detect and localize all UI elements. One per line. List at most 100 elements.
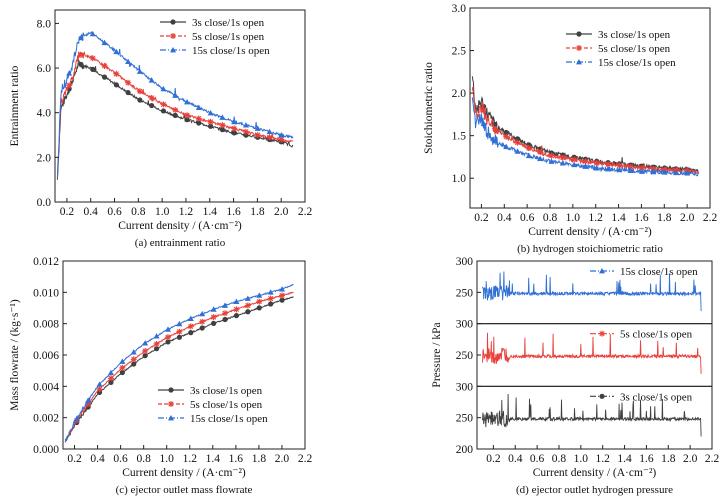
x-tick-label-0: 0.2 xyxy=(60,206,75,218)
data-point xyxy=(89,30,96,37)
data-point xyxy=(136,68,143,74)
data-point xyxy=(514,136,521,142)
plot-frame xyxy=(469,7,711,209)
legend-marker xyxy=(168,401,174,407)
y-tick-label: 300 xyxy=(456,319,474,331)
y-tick-label: 250 xyxy=(456,350,474,362)
data-point xyxy=(231,125,238,132)
data-point xyxy=(130,349,137,355)
data-point xyxy=(149,102,155,109)
y-tick-label: 250 xyxy=(456,413,474,425)
data-point xyxy=(210,306,217,312)
data-point xyxy=(256,292,263,298)
data-point xyxy=(207,123,214,129)
data-point xyxy=(503,133,510,140)
legend-marker xyxy=(599,393,605,399)
data-point xyxy=(279,292,286,299)
x-tick-label-7: 1.6 xyxy=(229,453,244,465)
legend-label: 3s close/1s open xyxy=(192,17,265,29)
x-tick-label-4: 1.0 xyxy=(155,206,170,218)
data-point xyxy=(77,52,84,59)
data-point xyxy=(108,379,114,385)
data-point xyxy=(219,122,226,129)
caption: (c) ejector outlet mass flowrate xyxy=(116,484,253,496)
legend-marker xyxy=(170,19,176,25)
data-point xyxy=(195,104,202,110)
legend-marker xyxy=(170,47,176,53)
data-point xyxy=(148,77,155,83)
legend-marker xyxy=(576,59,582,65)
data-point xyxy=(160,85,167,92)
data-point xyxy=(153,346,160,352)
data-point xyxy=(142,347,149,354)
data-point xyxy=(616,166,623,173)
data-point xyxy=(503,129,509,136)
data-point xyxy=(119,364,126,371)
x-tick-label-7: 1.6 xyxy=(639,453,654,465)
x-tick-label-1: 0.4 xyxy=(508,453,523,465)
x-tick-label-7: 1.6 xyxy=(634,212,649,224)
data-point xyxy=(222,310,229,317)
data-point xyxy=(211,320,217,326)
series-0 xyxy=(471,76,699,175)
x-tick-label-9: 2.0 xyxy=(274,206,289,218)
legend-marker xyxy=(599,268,605,274)
chart-c: 0.000 0.002 0.004 0.006 0.008 0.010 0.012 0.2 0.… xyxy=(9,256,312,496)
data-point xyxy=(148,94,155,101)
data-point xyxy=(153,340,160,347)
data-point xyxy=(491,125,498,132)
y-tick-label: 2.0 xyxy=(37,152,52,164)
y-tick-label: 0.006 xyxy=(33,350,59,362)
legend-marker xyxy=(168,387,174,393)
x-tick-label-10: 2.2 xyxy=(703,212,718,224)
legend-label: 15s close/1s open xyxy=(620,266,698,278)
series-0 xyxy=(56,58,294,180)
data-point xyxy=(188,330,194,336)
data-point xyxy=(268,301,274,307)
x-tick-label-5: 1.2 xyxy=(183,453,198,465)
x-tick-label-3: 0.8 xyxy=(131,206,146,218)
data-point xyxy=(136,88,143,95)
data-point xyxy=(142,340,149,346)
x-axis-label: Current density / (A·cm⁻²) xyxy=(118,220,242,232)
y-tick-label: 0.012 xyxy=(33,256,59,268)
data-point xyxy=(199,318,206,325)
data-point xyxy=(66,70,73,76)
x-tick-label-9: 2.0 xyxy=(275,453,290,465)
y-axis-label: Mass flowrate / (kg·s⁻¹) xyxy=(9,299,21,411)
y-tick-label: 300 xyxy=(456,256,474,268)
y-tick-label: 0.0 xyxy=(37,197,52,209)
data-point xyxy=(125,58,132,65)
data-point xyxy=(184,99,191,105)
data-point xyxy=(176,334,182,340)
data-point xyxy=(199,310,206,317)
y-axis-label: Pressure / kPa xyxy=(431,322,443,387)
data-point xyxy=(199,325,205,331)
data-point xyxy=(242,122,249,128)
data-point xyxy=(266,134,273,141)
y-tick-label: 8.0 xyxy=(37,18,52,30)
data-point xyxy=(661,169,668,175)
caption: (d) ejector outlet hydrogen pressure xyxy=(516,484,673,496)
series-line xyxy=(56,31,294,178)
data-point xyxy=(605,165,612,172)
data-point xyxy=(514,148,521,154)
data-point xyxy=(514,139,521,146)
y-tick-label: 0.004 xyxy=(33,381,59,393)
data-point xyxy=(650,168,657,175)
data-point xyxy=(89,55,96,62)
x-tick-label-4: 1.0 xyxy=(566,212,581,224)
data-point xyxy=(627,163,634,170)
data-point xyxy=(278,136,285,143)
legend-label: 3s close/1s open xyxy=(598,29,671,41)
y-tick-label: 0.000 xyxy=(33,444,59,456)
x-tick-label-2: 0.6 xyxy=(113,453,128,465)
x-tick-label-7: 1.6 xyxy=(226,206,241,218)
subpanel-0: 250 300 15s close/1s open xyxy=(456,256,713,325)
x-tick-label-10: 2.2 xyxy=(298,206,313,218)
y-tick-label: 0.002 xyxy=(33,413,59,425)
y-tick-label: 6.0 xyxy=(37,63,52,75)
data-point xyxy=(548,158,555,164)
data-point xyxy=(537,155,544,162)
plot-frame xyxy=(62,260,306,450)
